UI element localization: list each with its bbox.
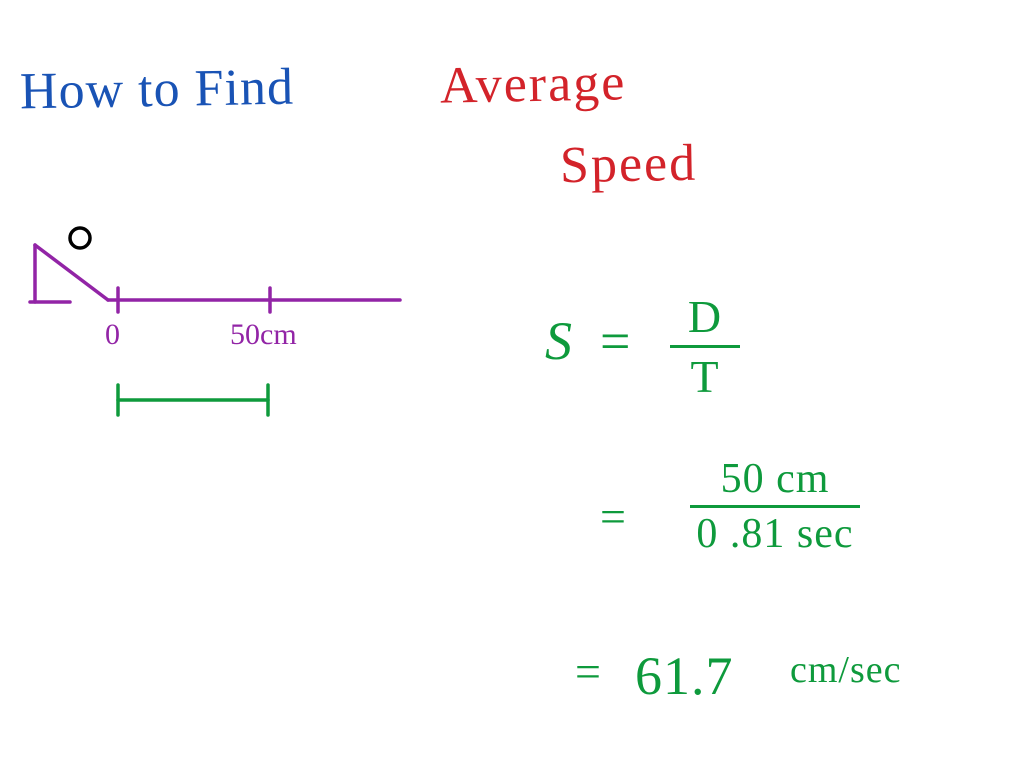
formula-denominator: T bbox=[665, 350, 745, 403]
label-fifty: 50cm bbox=[230, 318, 297, 352]
title-speed: Speed bbox=[559, 134, 697, 195]
whiteboard-canvas: How to Find Average Speed 0 50cm S = D T… bbox=[0, 0, 1024, 768]
formula-equals: = bbox=[600, 310, 631, 372]
step1-equals: = bbox=[600, 490, 627, 543]
label-zero: 0 bbox=[105, 318, 120, 352]
result-value: 61.7 bbox=[635, 645, 734, 707]
title-average: Average bbox=[439, 53, 626, 115]
result-equals: = bbox=[575, 645, 602, 698]
step1-numerator: 50 cm bbox=[660, 455, 890, 503]
ball-icon bbox=[70, 228, 90, 248]
step1-denominator: 0 .81 sec bbox=[660, 510, 890, 558]
result-unit: cm/sec bbox=[790, 648, 902, 692]
distance-bracket bbox=[0, 370, 420, 430]
formula-fraction: D T bbox=[665, 290, 745, 403]
formula-bar bbox=[670, 345, 740, 348]
ramp-diagram bbox=[0, 0, 420, 230]
formula-numerator: D bbox=[665, 290, 745, 343]
formula-lhs: S bbox=[545, 310, 573, 372]
step1-fraction: 50 cm 0 .81 sec bbox=[660, 455, 890, 558]
ramp-incline bbox=[35, 245, 108, 300]
step1-bar bbox=[690, 505, 860, 508]
